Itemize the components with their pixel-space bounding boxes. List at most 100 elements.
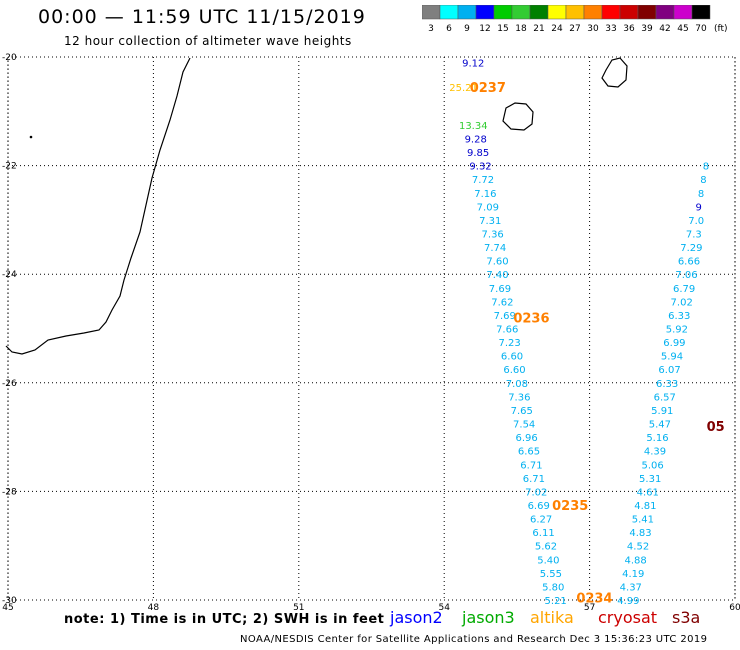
madagascar-coastline <box>5 57 191 355</box>
wave-height-value: 5.92 <box>666 325 688 336</box>
color-swatch <box>691 5 711 20</box>
wave-height-value: 7.23 <box>498 338 520 349</box>
legend-s3a: s3a <box>672 608 701 627</box>
color-tick-label: 27 <box>569 24 580 34</box>
wave-height-value: 5.94 <box>661 352 683 363</box>
wave-height-value: 5.31 <box>639 474 661 485</box>
wave-height-value: 5.62 <box>535 542 557 553</box>
wave-height-value: 4.99 <box>617 596 639 607</box>
wave-height-value: 6.07 <box>658 365 680 376</box>
color-tick-label: 39 <box>641 24 653 34</box>
page-title: 00:00 — 11:59 UTC 11/15/2019 <box>38 6 366 28</box>
wave-height-value: 9.12 <box>462 58 484 69</box>
wave-height-value: 25.21 <box>449 83 478 94</box>
wave-height-value: 6.71 <box>520 460 542 471</box>
wave-height-value: 6.60 <box>503 365 525 376</box>
wave-height-value: 4.61 <box>637 487 659 498</box>
wave-height-value: 4.88 <box>625 555 647 566</box>
wave-height-value: 6.71 <box>523 474 545 485</box>
wave-height-value: 5.16 <box>646 433 668 444</box>
color-tick-label: 3 <box>428 24 434 34</box>
wave-height-value: 4.81 <box>634 501 656 512</box>
wave-height-value: 7.09 <box>477 202 499 213</box>
lon-label: 57 <box>584 603 595 610</box>
wave-height-value: 7.02 <box>671 297 693 308</box>
wave-height-value: 6.99 <box>663 338 685 349</box>
lat-label: -20 <box>2 53 17 63</box>
wave-height-value: 6.69 <box>528 501 550 512</box>
color-tick-label: 24 <box>551 24 563 34</box>
wave-height-value: 6.33 <box>656 379 678 390</box>
pass-time-label: 05 <box>707 420 725 435</box>
wave-height-value: 5.47 <box>649 420 671 431</box>
wave-height-value: 8 <box>700 175 706 186</box>
wave-height-value: 7.36 <box>508 392 530 403</box>
credit-line: NOAA/NESDIS Center for Satellite Applica… <box>240 634 708 645</box>
wave-height-value: 7.72 <box>472 175 494 186</box>
color-tick-label: 33 <box>605 24 616 34</box>
footnote: note: 1) Time is in UTC; 2) SWH is in fe… <box>64 612 385 627</box>
lon-label: 45 <box>2 603 13 610</box>
lon-label: 60 <box>729 603 740 610</box>
color-tick-label: 21 <box>533 24 544 34</box>
pass-time-label: 0237 <box>470 81 506 96</box>
wave-height-value: 6.11 <box>532 528 554 539</box>
color-tick-label: 15 <box>497 24 508 34</box>
wave-height-value: 7.74 <box>484 243 506 254</box>
lon-label: 48 <box>148 603 160 610</box>
color-tick-label: 6 <box>446 24 452 34</box>
wave-height-value: 8 <box>703 162 709 173</box>
color-scale-bar: 3 6 9 12 15 18 21 24 27 30 33 36 39 42 45 70 (ft) <box>422 5 728 34</box>
wave-height-value: 4.19 <box>622 569 644 580</box>
pass-time-label: 0235 <box>552 499 588 514</box>
wave-height-value: 5.91 <box>651 406 673 417</box>
color-tick-label: 12 <box>479 24 490 34</box>
wave-height-value: 6.27 <box>530 515 552 526</box>
legend-altika: altika <box>530 608 574 627</box>
wave-height-value: 7.29 <box>680 243 702 254</box>
legend-jason3: jason3 <box>462 608 515 627</box>
wave-height-value: 5.21 <box>545 596 567 607</box>
map-frame <box>7 56 736 601</box>
reunion-island <box>502 102 534 131</box>
wave-height-value: 9.32 <box>469 162 491 173</box>
wave-height-value: 5.40 <box>537 555 559 566</box>
color-tick-label: 30 <box>587 24 599 34</box>
wave-height-value: 7.54 <box>513 420 535 431</box>
wave-height-value: 9 <box>695 202 701 213</box>
page-subtitle: 12 hour collection of altimeter wave hei… <box>64 34 352 48</box>
wave-height-value: 4.39 <box>644 447 666 458</box>
color-tick-label: 9 <box>464 24 470 34</box>
wave-height-value: 7.08 <box>506 379 528 390</box>
wave-height-value: 7.06 <box>675 270 697 281</box>
wave-height-value: 9.85 <box>467 148 489 159</box>
wave-height-value: 7.3 <box>686 229 702 240</box>
wave-height-value: 7.65 <box>511 406 533 417</box>
legend-jason2: jason2 <box>390 608 443 627</box>
wave-height-value: 4.52 <box>627 542 649 553</box>
lat-label: -24 <box>2 270 17 280</box>
color-tick-label: 42 <box>659 24 670 34</box>
wave-height-value: 5.06 <box>641 460 663 471</box>
lon-label: 51 <box>293 603 304 610</box>
wave-height-value: 8 <box>698 189 704 200</box>
color-unit-label: (ft) <box>714 24 728 34</box>
color-tick-label: 45 <box>677 24 688 34</box>
wave-height-value: 6.57 <box>654 392 676 403</box>
wave-height-value: 7.69 <box>489 284 511 295</box>
pass-time-label: 0234 <box>576 591 612 606</box>
wave-height-value: 7.40 <box>486 270 508 281</box>
wave-height-value: 7.66 <box>496 325 518 336</box>
pass-time-label: 0236 <box>513 312 549 327</box>
wave-height-value: 6.33 <box>668 311 690 322</box>
wave-height-value: 5.55 <box>540 569 562 580</box>
wave-height-value: 7.62 <box>491 297 513 308</box>
legend-cryosat: cryosat <box>598 608 658 627</box>
wave-height-value: 7.02 <box>525 487 547 498</box>
wave-height-value: 6.66 <box>678 257 700 268</box>
mauritius-island <box>601 57 628 88</box>
wave-height-value: 9.28 <box>465 134 487 145</box>
wave-height-value: 13.34 <box>459 121 488 132</box>
wave-height-value: 6.60 <box>501 352 523 363</box>
wave-height-value: 7.36 <box>482 229 504 240</box>
